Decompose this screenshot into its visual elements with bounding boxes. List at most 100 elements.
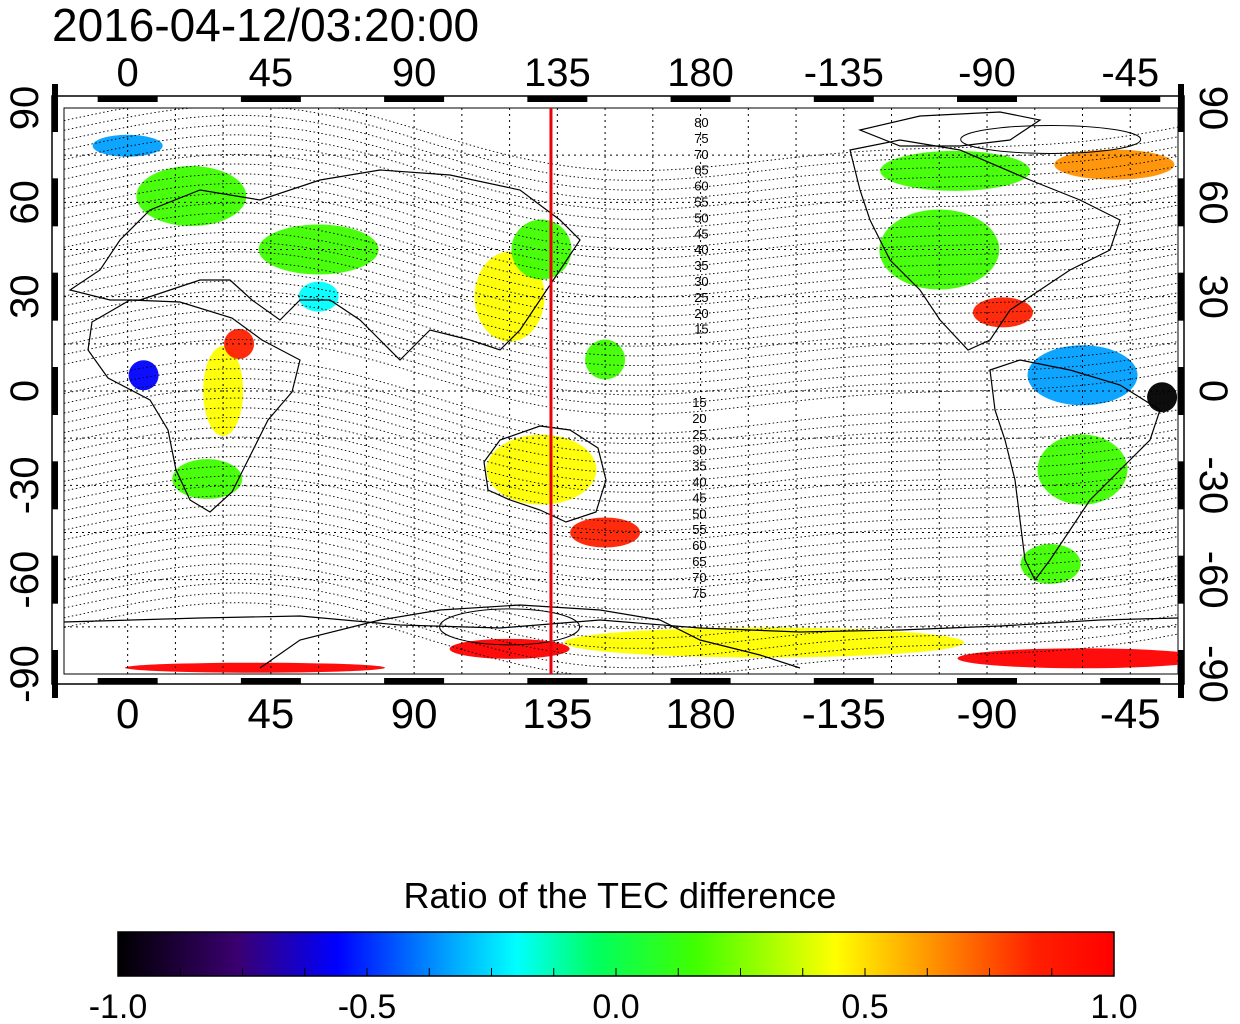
- colorbar-tick-label: 0.0: [592, 988, 639, 1024]
- tec-data-patch: [564, 627, 965, 658]
- contour-line: [64, 163, 1178, 240]
- y-tick-label-left: 60: [3, 180, 47, 225]
- contour-line: [64, 241, 1178, 318]
- contour-label-south: 20: [692, 411, 706, 426]
- y-tick-label-left: 90: [3, 86, 47, 131]
- contour-line: [64, 397, 1178, 474]
- tec-data-patch: [585, 339, 626, 380]
- top-tick-bar: [240, 96, 301, 102]
- contour-line: [64, 436, 1178, 513]
- contour-line: [64, 543, 1178, 620]
- contour-label-north: 65: [694, 163, 708, 178]
- contour-line: [64, 475, 1178, 552]
- timestamp-title: 2016-04-12/03:20:00: [52, 0, 480, 51]
- x-tick-label-bottom: 180: [666, 690, 736, 737]
- contour-line: [64, 582, 1178, 659]
- contour-line: [64, 485, 1178, 562]
- x-tick-label-bottom: 0: [116, 690, 139, 737]
- colorbar-tick-label: -1.0: [89, 988, 148, 1024]
- contour-label-north: 20: [694, 306, 708, 321]
- contour-line: [64, 222, 1178, 298]
- bottom-tick-bar: [97, 678, 158, 684]
- contour-labels: 8075706560555045403530252015152025303540…: [692, 115, 708, 601]
- contour-line: [64, 183, 1178, 259]
- contour-line: [64, 417, 1178, 493]
- colorbar-tick-label: -0.5: [338, 988, 397, 1024]
- y-tick-label-left: -30: [3, 456, 47, 514]
- contour-label-south: 25: [692, 427, 706, 442]
- bottom-tick-bar: [240, 678, 301, 684]
- contour-ellipse: [960, 124, 1142, 154]
- contour-label-north: 75: [694, 131, 708, 146]
- coastlines: [64, 111, 1178, 669]
- contour-line: [64, 426, 1178, 503]
- contour-label-south: 35: [692, 459, 706, 474]
- x-tick-label-top: -135: [804, 51, 884, 95]
- x-tick-label-top: 90: [392, 51, 437, 95]
- y-tick-label-left: -90: [3, 645, 47, 703]
- contour-label-south: 50: [692, 506, 706, 521]
- tec-data-patch: [972, 297, 1033, 328]
- contour-label-south: 30: [692, 443, 706, 458]
- contour-line: [64, 504, 1178, 581]
- contour-label-south: 55: [692, 522, 706, 537]
- top-tick-bar: [527, 96, 588, 102]
- left-tick-bar: [52, 650, 58, 698]
- contour-line: [64, 231, 1178, 308]
- colorbar: -1.0 -0.5 0.0 0.5 1.0: [89, 931, 1138, 1024]
- tec-data-patch: [486, 434, 597, 505]
- y-tick-label-right: 90: [1191, 86, 1235, 131]
- y-tick-label-right: -60: [1191, 551, 1235, 609]
- right-tick-bar: [1178, 555, 1184, 604]
- contour-label-south: 60: [692, 538, 706, 553]
- contour-line: [64, 446, 1178, 523]
- bottom-tick-bar: [957, 678, 1018, 684]
- contour-label-north: 50: [694, 210, 708, 225]
- y-tick-label-right: -90: [1191, 645, 1235, 703]
- contour-label-north: 55: [694, 195, 708, 210]
- contour-ellipse: [439, 608, 581, 646]
- contour-label-south: 65: [692, 554, 706, 569]
- left-tick-bar: [52, 178, 58, 227]
- tec-data-patch: [1027, 345, 1138, 406]
- tec-data-patch: [124, 662, 385, 673]
- contour-label-north: 45: [694, 226, 708, 241]
- x-tick-label-bottom: -90: [957, 690, 1018, 737]
- x-tick-label-bottom: -45: [1100, 690, 1161, 737]
- contour-line: [64, 153, 1178, 230]
- tec-data-patch: [128, 360, 159, 391]
- contour-line: [64, 300, 1178, 376]
- right-tick-bar: [1178, 272, 1184, 321]
- contour-line: [64, 192, 1178, 269]
- contour-line: [64, 465, 1178, 542]
- x-tick-label-top: 135: [524, 51, 591, 95]
- map-grid: [64, 108, 1179, 674]
- contour-line: [64, 495, 1178, 571]
- colorbar-tick-label: 1.0: [1090, 988, 1137, 1024]
- top-tick-bar: [957, 96, 1018, 102]
- contour-label-south: 75: [692, 586, 706, 601]
- contour-label-north: 25: [694, 290, 708, 305]
- top-tick-bar: [384, 96, 445, 102]
- contour-line: [64, 124, 1178, 201]
- colorbar-ticks: -1.0 -0.5 0.0 0.5 1.0: [89, 968, 1138, 1024]
- map-axes: 0045459090135135180180-135-135-90-90-45-…: [3, 51, 1235, 737]
- y-tick-label-right: 60: [1191, 180, 1235, 225]
- x-tick-label-bottom: -135: [802, 690, 886, 737]
- tec-data-patch: [1054, 149, 1175, 180]
- tec-data-patch: [172, 459, 243, 500]
- y-tick-label-right: 0: [1191, 380, 1235, 402]
- contour-line: [64, 368, 1178, 445]
- contour-line: [64, 173, 1178, 250]
- contour-line: [64, 378, 1178, 454]
- contour-label-south: 40: [692, 475, 706, 490]
- right-tick-bar: [1178, 650, 1184, 698]
- right-tick-bar: [1178, 461, 1184, 510]
- contour-line: [64, 534, 1178, 610]
- contour-label-north: 60: [694, 179, 708, 194]
- x-tick-label-top: 0: [117, 51, 139, 95]
- contour-label-south: 15: [692, 395, 706, 410]
- y-tick-label-right: 30: [1191, 274, 1235, 319]
